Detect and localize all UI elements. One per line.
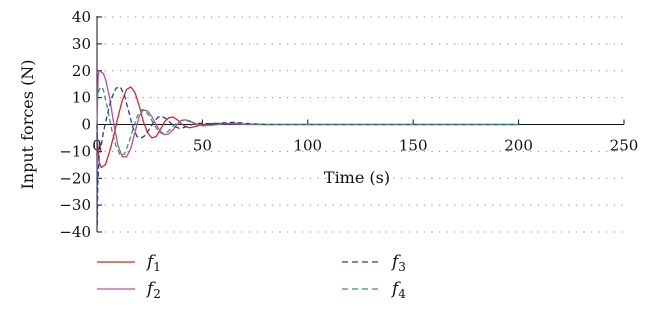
y-tick-label: 10 <box>72 89 91 107</box>
x-tick-label: 250 <box>610 137 639 155</box>
y-tick-label: −30 <box>59 196 91 214</box>
legend-label-f4: f4 <box>390 279 406 301</box>
y-tick-label: 30 <box>72 35 91 53</box>
legend-label-subscript: 2 <box>153 287 161 301</box>
legend-label-f1: f1 <box>145 252 161 274</box>
y-tick-label: −40 <box>59 223 91 241</box>
x-tick-label: 50 <box>193 137 212 155</box>
legend-label-subscript: 1 <box>153 260 161 274</box>
series-line-f3 <box>96 86 519 228</box>
y-tick-label: 40 <box>72 8 91 26</box>
legend-label-base: f <box>145 252 156 272</box>
x-tick-label: 200 <box>504 137 533 155</box>
x-tick-label: 100 <box>293 137 322 155</box>
y-tick-label: 20 <box>72 62 91 80</box>
legend-label-f2: f2 <box>145 279 161 301</box>
y-tick-label: −20 <box>59 169 91 187</box>
legend-label-base: f <box>390 279 401 299</box>
y-tick-label: 0 <box>81 116 91 134</box>
y-tick-label: −10 <box>59 142 91 160</box>
series-line-f4 <box>96 86 519 157</box>
series-line-f2 <box>96 70 519 158</box>
legend-label-subscript: 4 <box>398 287 406 301</box>
legend-label-subscript: 3 <box>398 260 406 274</box>
series-line-f1 <box>96 86 519 169</box>
legend-label-base: f <box>145 279 156 299</box>
x-axis-title: Time (s) <box>324 168 390 187</box>
x-tick-label: 150 <box>399 137 428 155</box>
y-axis-title: Input forces (N) <box>18 59 37 189</box>
legend-label-base: f <box>390 252 401 272</box>
legend-label-f3: f3 <box>390 252 406 274</box>
